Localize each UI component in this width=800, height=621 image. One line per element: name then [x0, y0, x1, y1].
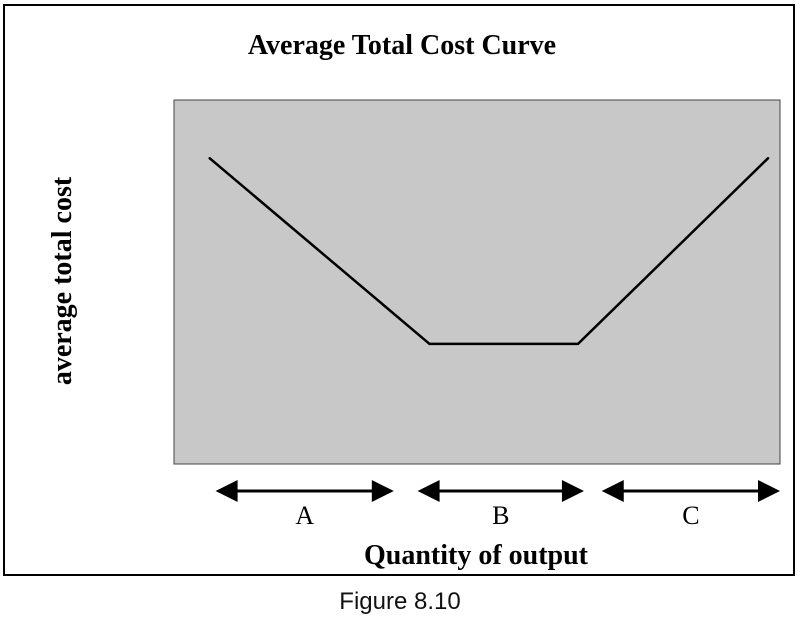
region-arrow-head-left	[215, 480, 238, 502]
region-arrow-c: C	[601, 480, 780, 530]
region-label-c: C	[682, 501, 699, 530]
curve-point-1	[208, 157, 211, 160]
y-axis-label: average total cost	[47, 176, 78, 385]
region-arrow-head-right	[758, 480, 780, 502]
x-axis-label: Quantity of output	[364, 540, 589, 571]
region-label-a: A	[295, 501, 314, 530]
output-regions: A B C	[215, 480, 780, 530]
curve-point-4	[766, 157, 770, 160]
region-arrow-head-left	[601, 480, 624, 502]
region-arrow-head-right	[561, 480, 584, 502]
figure-frame: Average Total Cost Curve A B C Quantity of…	[3, 4, 795, 576]
average-total-cost-chart: Average Total Cost Curve A B C Quantity of…	[47, 30, 781, 571]
atc-curve-line	[208, 157, 769, 346]
region-arrow-head-left	[417, 480, 440, 502]
region-label-b: B	[492, 501, 509, 530]
chart-title: Average Total Cost Curve	[248, 30, 556, 61]
region-arrow-head-right	[371, 480, 394, 502]
figure-caption: Figure 8.10	[339, 588, 461, 615]
curve-points	[208, 157, 770, 346]
plot-area	[173, 99, 781, 465]
curve-point-2	[428, 342, 431, 346]
curve-point-3	[576, 342, 580, 346]
region-arrow-b: B	[417, 480, 584, 530]
region-arrow-a: A	[215, 480, 394, 530]
